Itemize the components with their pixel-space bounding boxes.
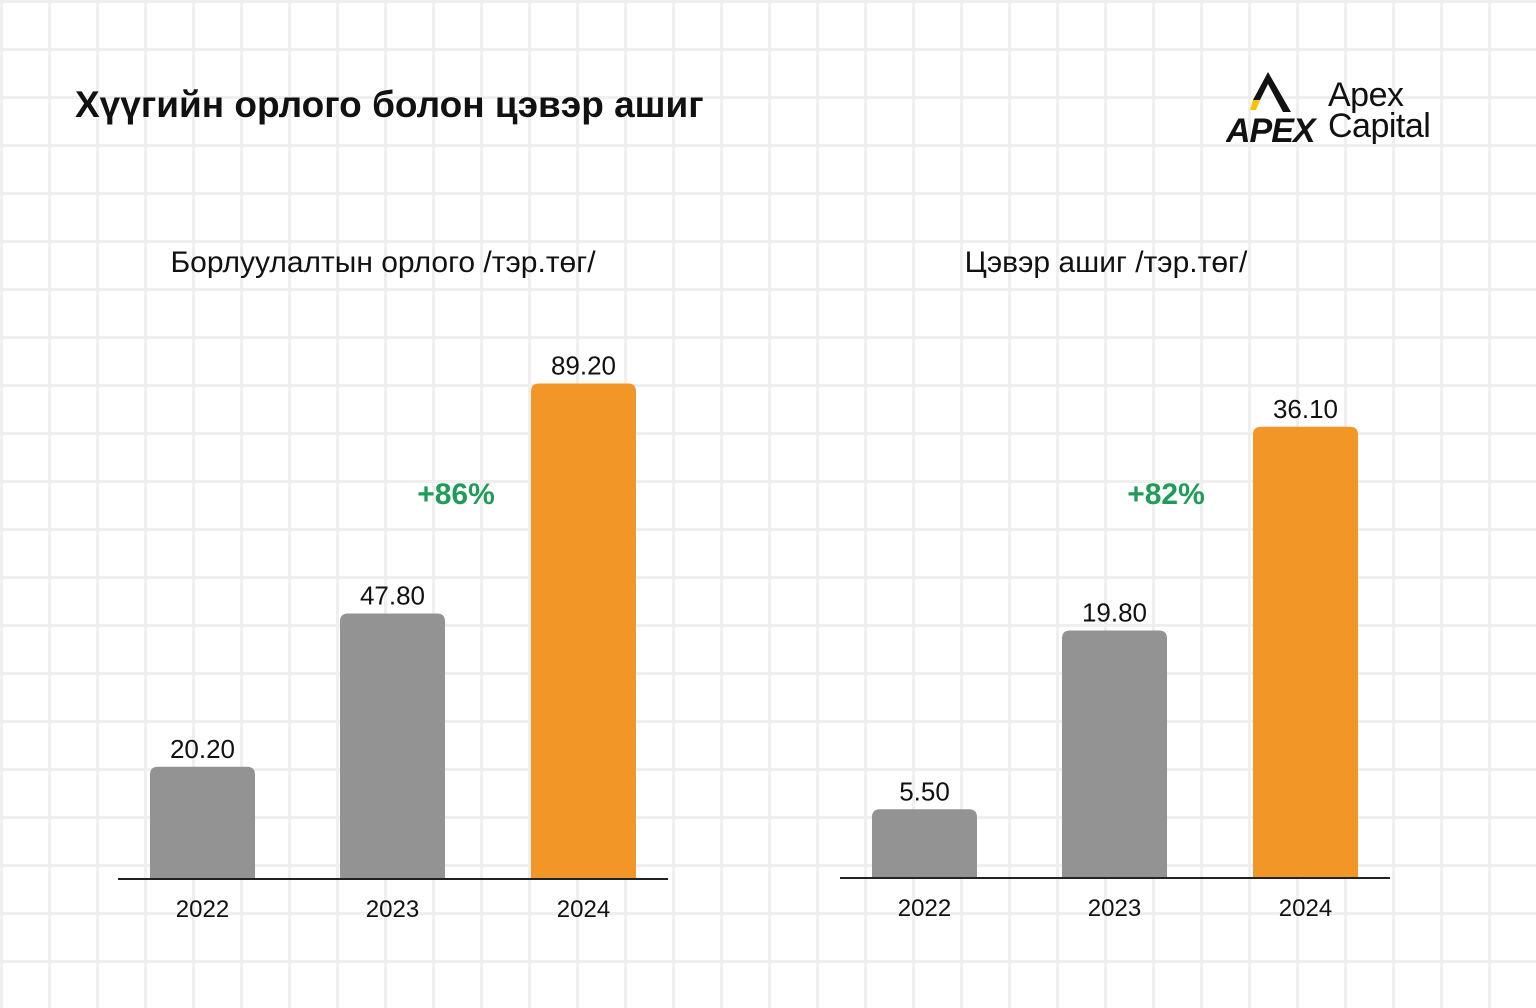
data-label: 5.50 (899, 776, 950, 806)
bar-chart-2: Цэвэр ашиг /тэр.төг/5.50 2022 19.80 2023 36.… (840, 246, 1390, 922)
data-label: 36.10 (1273, 394, 1338, 424)
bar-2023 (340, 613, 445, 879)
data-label: 89.20 (551, 350, 616, 380)
apex-logo-mark-icon: APEX (1225, 72, 1319, 150)
x-tick-label: 2024 (1279, 895, 1332, 922)
logo-name: Apex Capital (1328, 76, 1431, 145)
x-tick-label: 2022 (176, 896, 229, 923)
page-title: Хүүгийн орлого болон цэвэр ашиг (75, 84, 704, 125)
growth-annotation: +86% (417, 478, 495, 511)
bar-2024 (1253, 426, 1358, 878)
growth-annotation: +82% (1127, 478, 1205, 511)
data-label: 19.80 (1082, 598, 1147, 628)
bar-chart-1: Борлуулалтын орлого /тэр.төг/20.20 2022 47… (118, 246, 668, 923)
x-tick-label: 2023 (1088, 895, 1141, 922)
bar-2024 (531, 383, 636, 879)
x-tick-label: 2023 (366, 896, 419, 923)
data-label: 47.80 (360, 580, 425, 610)
x-tick-label: 2022 (898, 895, 951, 922)
bar-2023 (1062, 630, 1167, 878)
apex-capital-logo: APEX Apex Capital (1225, 70, 1466, 150)
svg-text:APEX: APEX (1226, 112, 1318, 150)
bar-2022 (872, 809, 977, 878)
bar-2022 (150, 766, 255, 879)
chart-title: Цэвэр ашиг /тэр.төг/ (965, 246, 1248, 279)
data-label: 20.20 (170, 734, 235, 764)
x-tick-label: 2024 (557, 896, 610, 923)
chart-title: Борлуулалтын орлого /тэр.төг/ (170, 246, 596, 279)
